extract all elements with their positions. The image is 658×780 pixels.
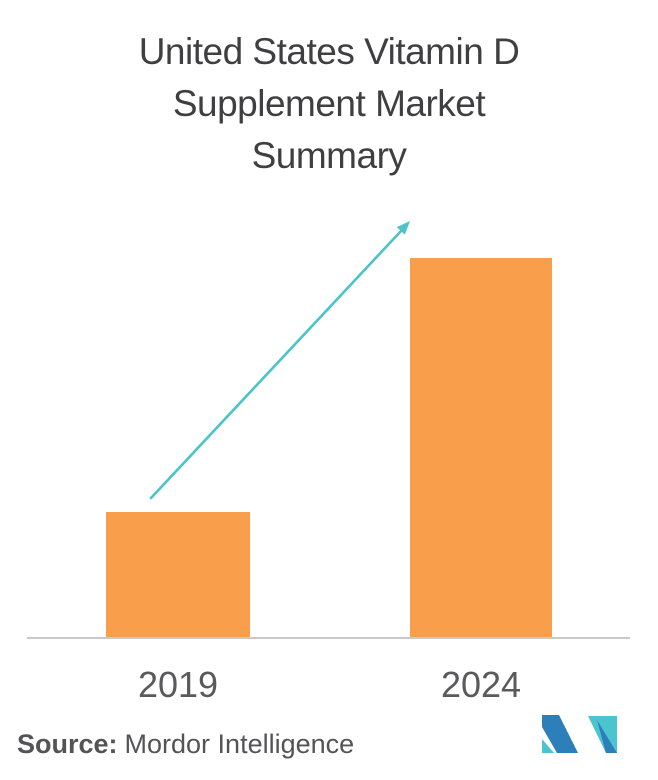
chart-title-line-3: Summary xyxy=(251,135,407,176)
source-label: Source: xyxy=(17,729,118,759)
logo-right-blue-triangle xyxy=(597,720,617,753)
source-attribution: Source: Mordor Intelligence xyxy=(17,729,354,760)
x-tick-2024: 2024 xyxy=(440,664,522,705)
chart-title-line-1: United States Vitamin D xyxy=(138,31,520,72)
source-name: Mordor Intelligence xyxy=(124,729,355,759)
growth-arrow-line xyxy=(149,229,403,500)
x-axis-line xyxy=(27,637,630,639)
bar-2024 xyxy=(410,258,552,638)
logo-left-teal-triangle xyxy=(542,739,554,753)
x-tick-2019: 2019 xyxy=(137,664,219,705)
growth-arrow-head xyxy=(396,221,410,235)
chart-title-line-2: Supplement Market xyxy=(172,83,486,124)
mordor-intelligence-logo-icon xyxy=(542,715,617,753)
bar-2019 xyxy=(106,512,250,638)
chart-title: United States Vitamin D Supplement Marke… xyxy=(0,26,658,182)
logo-left-blue-stroke xyxy=(542,715,578,753)
